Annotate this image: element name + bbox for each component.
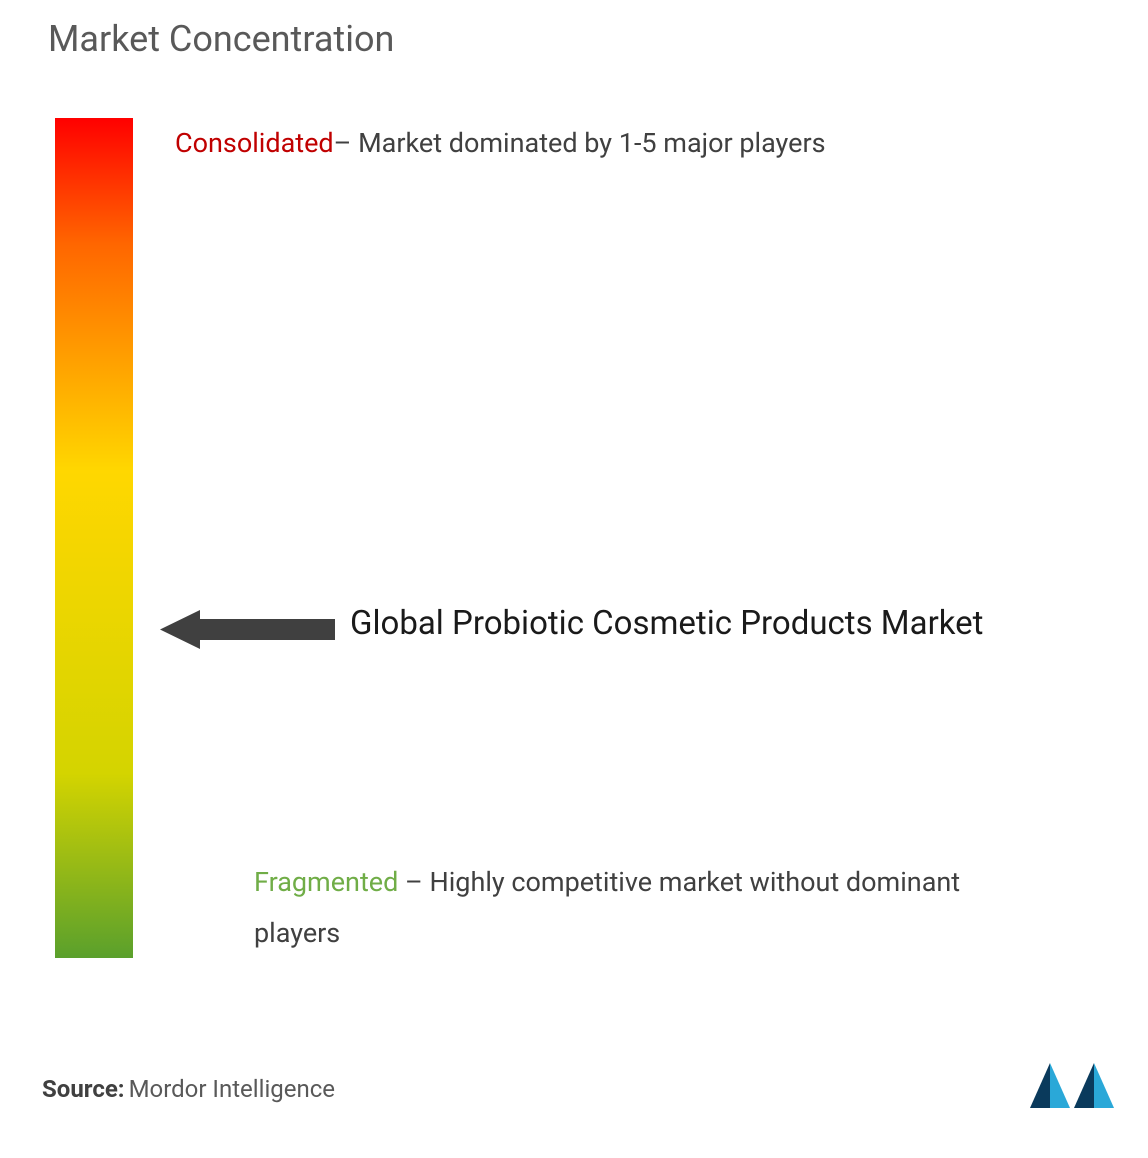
consolidated-keyword: Consolidated (175, 127, 334, 159)
arrow-left-icon (160, 610, 335, 649)
source-value: Mordor Intelligence (129, 1075, 335, 1103)
consolidated-separator: – (334, 127, 358, 159)
fragmented-keyword: Fragmented (254, 866, 398, 898)
concentration-gradient-bar (55, 118, 133, 958)
market-pointer-label: Global Probiotic Cosmetic Products Marke… (350, 604, 983, 643)
source-attribution: Source:Mordor Intelligence (42, 1075, 335, 1103)
source-label: Source: (42, 1075, 125, 1103)
consolidated-label: Consolidated– Market dominated by 1-5 ma… (175, 125, 826, 163)
fragmented-label: Fragmented – Highly competitive market w… (254, 857, 1014, 960)
pointer-arrow (160, 607, 335, 652)
mordor-logo-icon (1028, 1058, 1118, 1113)
consolidated-description: Market dominated by 1-5 major players (358, 127, 826, 159)
chart-title: Market Concentration (48, 18, 394, 60)
fragmented-separator: – (398, 866, 429, 898)
